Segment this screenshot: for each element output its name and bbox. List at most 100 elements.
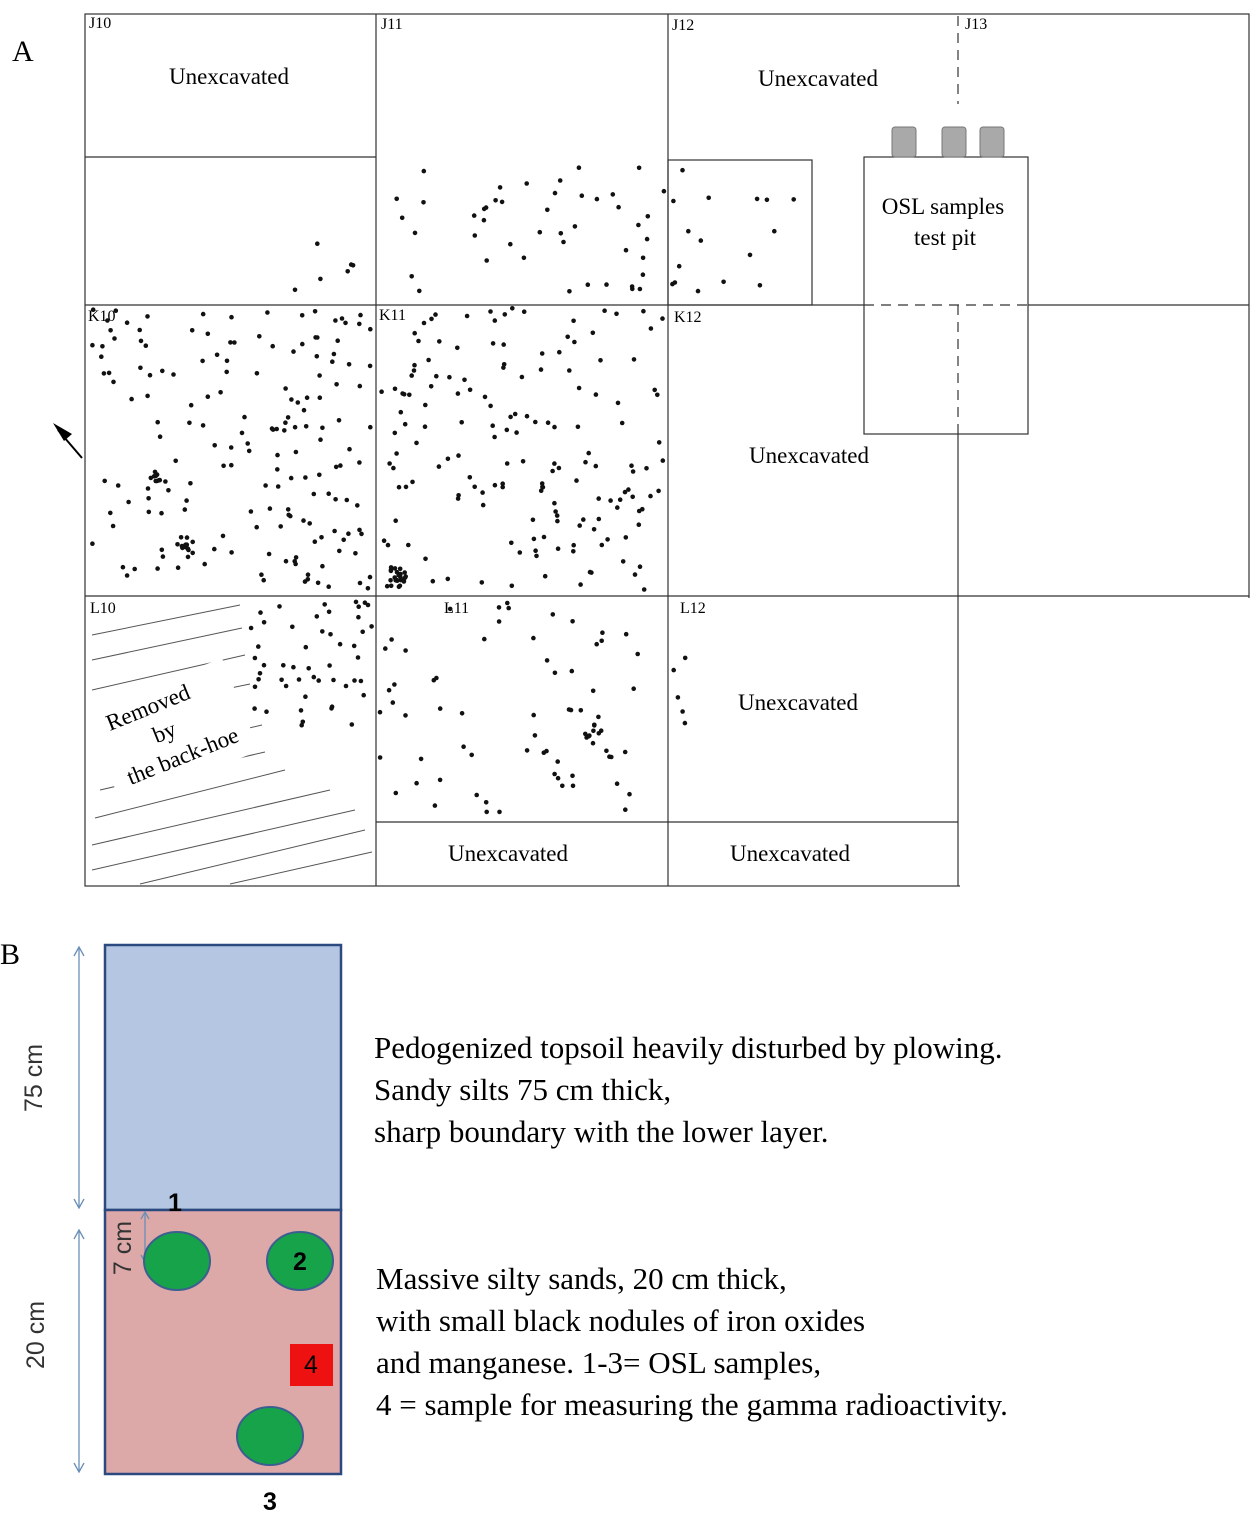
find-dot (660, 316, 665, 321)
find-dot (392, 430, 398, 436)
find-dot (337, 641, 343, 647)
find-dot (365, 602, 371, 608)
sample-tube (891, 126, 917, 158)
find-dot (608, 498, 613, 503)
panel-a-letter: A (12, 35, 34, 68)
find-dot (248, 625, 254, 631)
find-dot (509, 583, 515, 589)
find-dot (648, 326, 654, 331)
find-dot (112, 336, 117, 341)
find-dot (351, 643, 357, 649)
find-dot (462, 377, 467, 383)
find-dot (577, 523, 582, 528)
find-dot (318, 276, 323, 282)
find-dot (616, 204, 621, 210)
find-dot (590, 740, 596, 746)
find-dot (496, 605, 502, 610)
find-dot (229, 314, 234, 320)
square-label-l10: L10 (90, 600, 116, 617)
find-dot (604, 748, 609, 754)
find-dot (221, 463, 226, 469)
find-dot (578, 582, 583, 587)
find-dot (747, 252, 753, 258)
find-dot (497, 185, 503, 190)
find-dot (490, 423, 496, 429)
find-dot (469, 752, 475, 758)
find-dot (388, 568, 394, 574)
find-dot (637, 286, 643, 292)
find-dot (394, 196, 400, 202)
find-dot (335, 338, 341, 344)
find-dot (592, 722, 597, 728)
find-dot (596, 731, 602, 736)
find-dot (264, 709, 269, 714)
find-dot (343, 683, 349, 689)
find-dot (184, 542, 190, 547)
find-dot (205, 331, 211, 337)
find-dot (185, 546, 191, 552)
find-dot (355, 655, 361, 660)
find-dot (456, 453, 461, 458)
find-dot (500, 484, 506, 490)
find-dot (292, 287, 298, 293)
find-dot (574, 478, 579, 483)
find-dot (265, 310, 270, 315)
find-dot (398, 574, 403, 580)
find-dot (317, 373, 322, 378)
find-dot (617, 497, 623, 503)
find-dot (274, 426, 280, 432)
upper-description-line3: sharp boundary with the lower layer. (374, 1114, 829, 1149)
find-dot (648, 493, 653, 499)
find-dot (571, 549, 576, 554)
find-dot (570, 773, 575, 779)
find-dot (153, 473, 159, 479)
find-dot (411, 368, 417, 373)
find-dot (252, 706, 257, 711)
find-dot (496, 619, 502, 624)
find-dot (318, 437, 323, 443)
find-dot (524, 413, 530, 419)
find-dot (392, 566, 398, 571)
find-dot (113, 308, 119, 314)
find-dot (124, 573, 130, 578)
find-dot (307, 521, 313, 526)
find-dot (301, 407, 307, 413)
find-dot (147, 372, 153, 378)
find-dot (212, 443, 217, 448)
find-dot (185, 554, 191, 560)
find-dot (671, 667, 676, 673)
find-dot (571, 542, 576, 548)
find-dot (229, 550, 234, 555)
square-label-k12: K12 (674, 309, 702, 326)
find-dot (464, 313, 470, 319)
find-dot (531, 536, 537, 542)
find-dot (421, 320, 427, 326)
find-dot (433, 312, 438, 317)
find-dot (212, 546, 217, 552)
find-dot (412, 362, 417, 368)
find-dot (552, 190, 558, 196)
find-dot (145, 314, 150, 319)
find-dot (326, 609, 332, 615)
find-dot (484, 809, 490, 815)
find-dot (126, 499, 131, 505)
find-dot (467, 387, 473, 393)
find-dot (508, 414, 513, 420)
find-dot (341, 537, 347, 543)
find-dot (283, 386, 288, 391)
find-dot (502, 312, 508, 317)
find-dot (591, 728, 596, 734)
find-dot (593, 463, 599, 469)
find-dot (303, 644, 309, 650)
find-dot (224, 358, 230, 364)
find-dot (315, 580, 321, 586)
find-dot (561, 239, 566, 245)
find-dot (488, 309, 493, 314)
find-dot (346, 531, 351, 536)
find-dot (278, 524, 284, 529)
find-dot (401, 579, 407, 584)
find-dot (467, 475, 473, 480)
find-dot (283, 683, 289, 689)
find-dot (200, 423, 206, 428)
find-dot (550, 468, 555, 474)
